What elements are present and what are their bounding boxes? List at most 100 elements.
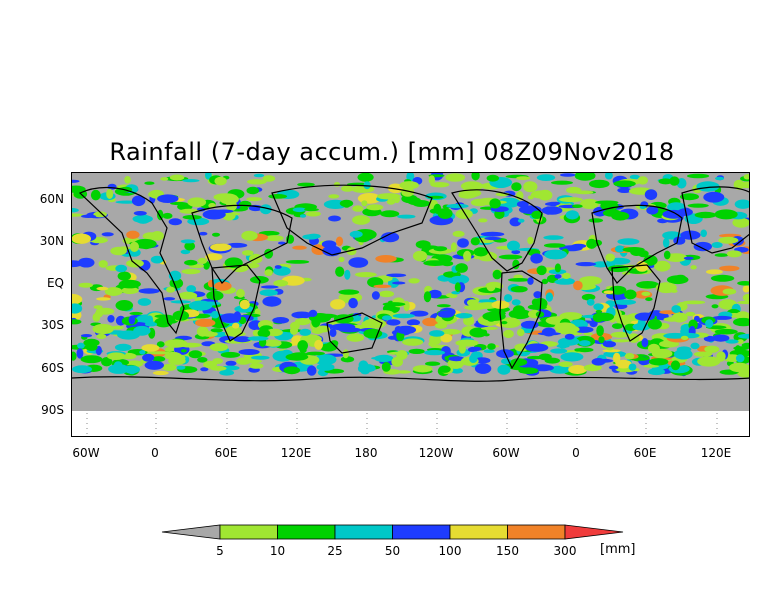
rain-patch [386, 199, 396, 205]
rain-patch [554, 279, 575, 285]
rain-patch [241, 230, 258, 241]
rain-patch [543, 243, 566, 248]
rain-patch [338, 256, 345, 262]
lon-label: 120W [418, 446, 454, 460]
rain-patch [186, 285, 197, 293]
rain-patch [712, 334, 730, 342]
rain-patch [141, 344, 160, 352]
colorbar-tick-label: 150 [496, 544, 519, 558]
rain-patch [354, 272, 377, 278]
rain-patch [259, 289, 278, 296]
rain-patch [680, 193, 699, 201]
rain-patch [115, 300, 134, 311]
rain-patch [239, 200, 252, 208]
rain-patch [628, 363, 637, 371]
rain-patch [615, 359, 632, 369]
colorbar-below-triangle [161, 524, 221, 540]
rain-patch [210, 310, 220, 319]
rain-patch [559, 197, 583, 203]
rain-patch [115, 264, 128, 273]
rain-patch [557, 337, 580, 346]
rain-patch [586, 238, 597, 249]
rain-patch [525, 343, 549, 352]
rain-patch [314, 354, 337, 366]
rain-patch [273, 279, 289, 287]
rain-patch [77, 257, 95, 268]
rain-patch [147, 351, 171, 355]
rain-patch [111, 325, 124, 330]
rain-patch [96, 297, 111, 301]
rain-patch [344, 269, 351, 280]
rain-patch [560, 352, 584, 362]
rain-patch [292, 245, 307, 250]
rain-patch [487, 317, 496, 322]
rain-patch [205, 253, 223, 261]
rain-patch [560, 324, 571, 331]
rain-patch [201, 331, 218, 337]
rain-patch [402, 338, 424, 346]
rain-patch [476, 299, 498, 303]
rain-patch [233, 336, 252, 343]
rain-patch [742, 285, 749, 293]
rain-patch [742, 293, 749, 302]
rain-patch [682, 300, 706, 305]
rain-patch [399, 181, 419, 190]
rain-patch [544, 249, 567, 260]
rain-patch [264, 269, 273, 277]
rain-patch [295, 318, 311, 326]
rain-patch [538, 189, 553, 201]
rain-patch [90, 189, 101, 201]
rain-patch [504, 294, 513, 303]
rain-patch [722, 288, 737, 295]
rain-patch [440, 333, 453, 343]
rain-patch [503, 329, 514, 339]
rain-patch [498, 254, 523, 260]
rain-patch [80, 334, 93, 338]
rain-patch [737, 333, 749, 339]
rain-patch [283, 366, 301, 375]
rain-patch [325, 341, 338, 350]
rain-patch [455, 209, 473, 219]
rain-patch [663, 317, 681, 322]
rain-patch [571, 204, 583, 208]
rain-patch [72, 293, 83, 305]
rain-patch [641, 338, 649, 348]
rain-patch [178, 291, 198, 300]
rain-patch [259, 204, 272, 215]
rain-patch [511, 250, 521, 255]
rain-patch [737, 281, 749, 286]
rain-patch [665, 253, 687, 262]
rain-patch [176, 365, 186, 370]
rain-patch [617, 187, 632, 193]
lat-label: 60N [39, 192, 64, 206]
rain-patch [712, 315, 733, 320]
rain-patch [397, 214, 416, 219]
rain-patch [128, 315, 136, 325]
rain-patch [142, 353, 155, 362]
rain-patch [117, 330, 140, 340]
rain-patch [308, 309, 318, 317]
coastline [499, 270, 543, 370]
rain-patch [596, 325, 604, 337]
rain-patch [583, 332, 593, 336]
rain-patch [126, 230, 140, 239]
rain-patch [162, 363, 177, 371]
rain-patch [361, 321, 371, 327]
rain-patch [734, 199, 749, 209]
rain-patch [541, 278, 549, 285]
rain-patch [450, 242, 457, 253]
rain-patch [297, 182, 315, 187]
rain-patch [641, 291, 651, 296]
rain-patch [463, 250, 472, 262]
rain-patch [162, 212, 173, 219]
rain-patch [517, 218, 525, 223]
rain-patch [693, 241, 712, 252]
rain-patch [328, 215, 341, 222]
rain-patch [541, 206, 563, 215]
rain-patch [214, 281, 232, 291]
rainfall-map-canvas [72, 173, 749, 436]
rain-patch [497, 364, 511, 375]
rain-patch [305, 211, 321, 217]
rain-patch [705, 319, 714, 328]
rain-patch [574, 173, 596, 181]
